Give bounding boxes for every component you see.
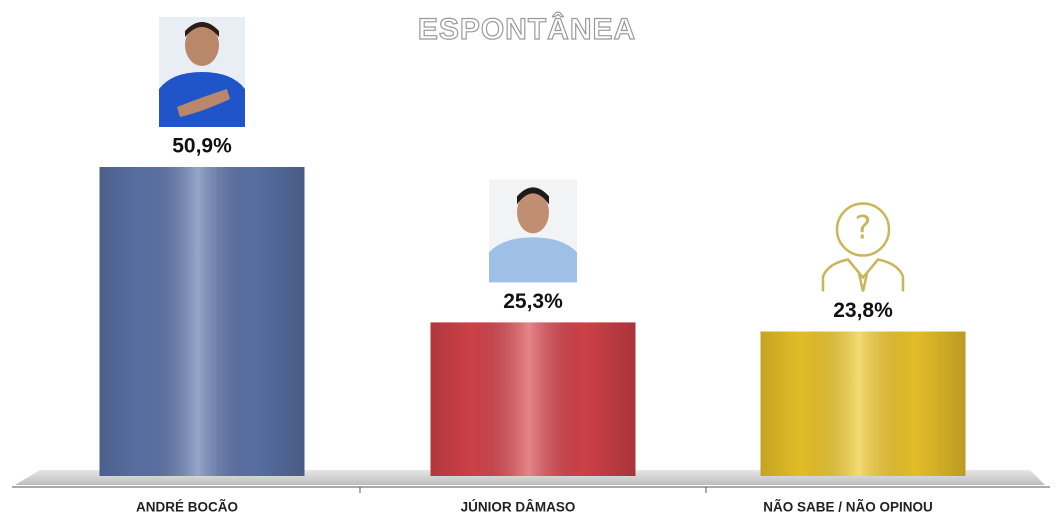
bar-shine <box>99 167 305 476</box>
x-tick-label: JÚNIOR DÂMASO <box>461 500 576 515</box>
x-tick-label: ANDRÉ BOCÃO <box>136 500 238 515</box>
value-label: 25,3% <box>503 290 563 313</box>
candidate-photo <box>489 179 577 283</box>
chart-title: ESPONTÂNEA <box>418 12 636 46</box>
value-label: 50,9% <box>172 135 232 158</box>
x-tick-label: NÃO SABE / NÃO OPINOU <box>763 500 933 515</box>
svg-text:?: ? <box>855 209 872 247</box>
bar-shine <box>430 322 636 476</box>
candidate-photo <box>159 17 245 127</box>
bar-shine <box>760 331 966 476</box>
unknown-icon: ? <box>821 202 905 292</box>
value-label: 23,8% <box>833 299 893 322</box>
